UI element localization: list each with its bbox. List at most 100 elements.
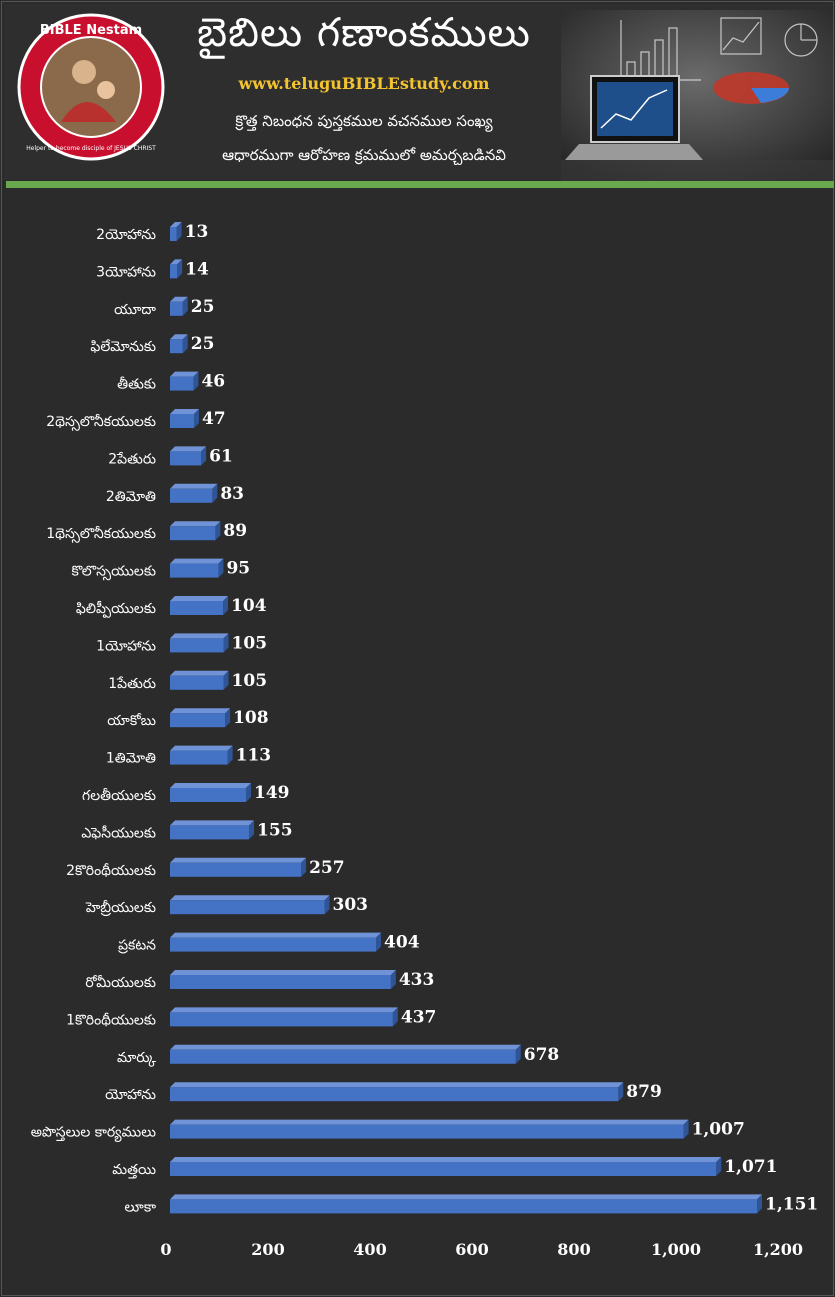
data-label: 155: [257, 820, 293, 840]
category-label: తీతుకు: [117, 377, 156, 393]
bar-top-face: [170, 483, 218, 489]
category-label: ప్రకటన: [118, 938, 156, 954]
bar-side-face: [618, 1082, 624, 1102]
data-label: 83: [220, 484, 244, 504]
bar: [170, 451, 202, 466]
logo-tagline: Helper to become disciple of JESUS CHRIS…: [26, 145, 156, 152]
data-label: 879: [626, 1082, 662, 1102]
subtitle-line-2: ఆధారముగా ఆరోహణ క్రమములో అమర్చబడినవి: [222, 146, 506, 164]
bar-side-face: [716, 1157, 722, 1176]
x-tick-label: 600: [455, 1240, 488, 1259]
bar-group: [170, 932, 382, 952]
bar-top-face: [170, 1119, 689, 1125]
bar: [170, 301, 183, 316]
bar-group: [170, 1157, 722, 1176]
category-label: 1పేతురు: [108, 676, 156, 692]
bar-top-face: [170, 446, 207, 452]
bar: [170, 638, 224, 653]
bar-top-face: [170, 1082, 624, 1088]
website-link[interactable]: www.teluguBIBLEstudy.com: [238, 74, 490, 93]
category-label: 2తిమోతి: [106, 489, 156, 505]
data-label: 46: [201, 372, 225, 392]
bar-group: [170, 334, 188, 354]
data-label: 89: [223, 521, 247, 541]
bar-top-face: [170, 745, 233, 751]
bar-top-face: [170, 970, 396, 975]
bar-side-face: [218, 558, 224, 578]
bar-top-face: [170, 259, 183, 265]
bar-top-face: [170, 1157, 722, 1162]
bar: [170, 414, 194, 428]
data-label: 149: [254, 783, 289, 803]
data-label: 105: [232, 671, 267, 691]
data-label: 25: [191, 297, 215, 317]
data-label: 113: [236, 746, 272, 766]
bar: [170, 675, 224, 690]
bar-side-face: [249, 820, 255, 840]
bar-group: [170, 296, 188, 316]
bar-side-face: [182, 296, 188, 316]
data-label: 1,071: [724, 1157, 777, 1177]
data-label: 13: [185, 222, 209, 242]
data-label: 257: [309, 858, 345, 878]
subtitle-line-1: క్రొత్త నిబంధన పుస్తకముల వచనముల సంఖ్య: [235, 112, 493, 130]
category-label: 2పేతురు: [108, 451, 156, 467]
bar: [170, 563, 219, 578]
bar: [170, 264, 178, 279]
bar-top-face: [170, 558, 224, 564]
bar: [170, 975, 391, 989]
bar-group: [170, 633, 229, 653]
category-label: ఫిలేమోనుకు: [90, 339, 156, 355]
bar-side-face: [324, 895, 330, 915]
data-label: 678: [524, 1045, 560, 1065]
bar-side-face: [177, 259, 183, 279]
bar-group: [170, 1119, 689, 1139]
category-label: ఎఫెసీయులకు: [81, 824, 156, 841]
bar-group: [170, 1044, 521, 1064]
bar: [170, 713, 226, 728]
data-label: 95: [226, 559, 250, 579]
data-label: 104: [231, 596, 267, 616]
category-label: అపొస్తలుల కార్యములు: [31, 1125, 156, 1143]
bar-side-face: [176, 222, 182, 241]
bar-group: [170, 745, 233, 765]
bar: [170, 900, 325, 915]
bar-group: [170, 708, 231, 728]
category-label: 1యోహాను: [96, 638, 156, 654]
bar-side-face: [201, 446, 207, 466]
bar-group: [170, 558, 224, 578]
bar-side-face: [223, 633, 229, 653]
x-tick-label: 200: [251, 1240, 284, 1259]
x-tick-label: 0: [160, 1240, 171, 1259]
bar-top-face: [170, 1194, 763, 1200]
bar-side-face: [223, 596, 229, 615]
bar-side-face: [390, 970, 396, 989]
bar-top-face: [170, 1007, 398, 1013]
category-label: రోమీయులకు: [85, 975, 156, 991]
data-label: 14: [185, 259, 209, 279]
bar: [170, 862, 302, 877]
category-label: 2కొరింథీయులకు: [66, 863, 156, 879]
bible-nestam-logo: BIBLE Nestam Helper to become disciple o…: [17, 13, 165, 161]
category-label: లూకా: [124, 1199, 156, 1215]
bar: [170, 1124, 684, 1139]
data-label: 25: [191, 334, 215, 354]
bar: [170, 937, 377, 952]
bar-side-face: [757, 1194, 763, 1214]
bar-top-face: [170, 895, 330, 901]
bar: [170, 376, 194, 391]
bar: [170, 526, 216, 541]
bar: [170, 750, 228, 765]
bar-group: [170, 895, 330, 915]
category-label: ఫిలిప్పీయులకు: [76, 600, 156, 618]
bar-group: [170, 409, 199, 428]
bar-top-face: [170, 521, 221, 527]
bar-group: [170, 670, 229, 690]
category-label: 1తిమోతి: [106, 751, 156, 767]
category-label: మార్కు: [117, 1050, 156, 1067]
x-tick-label: 1,000: [651, 1240, 701, 1259]
data-label: 108: [233, 708, 269, 728]
data-label: 1,151: [765, 1194, 818, 1214]
bar: [170, 1162, 717, 1176]
